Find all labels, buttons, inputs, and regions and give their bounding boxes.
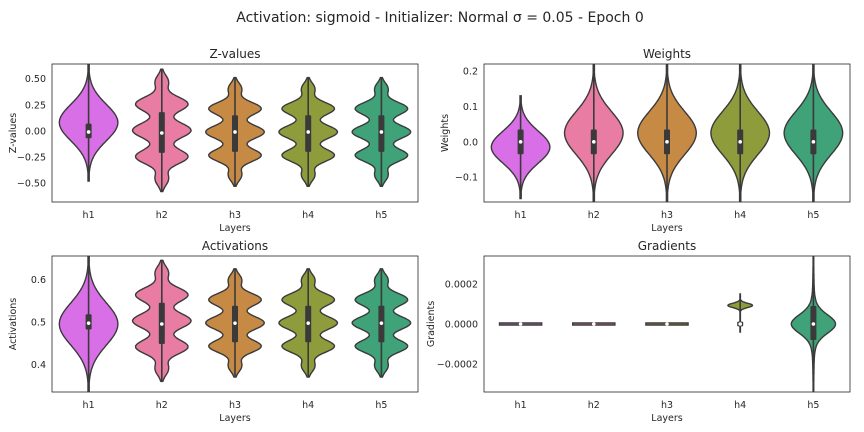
median-dot-h4 xyxy=(738,322,742,326)
y-tick-label: 0.50 xyxy=(25,74,46,85)
y-tick-label: 0.1 xyxy=(463,102,478,113)
y-tick-label: 0.4 xyxy=(31,360,46,371)
x-tick-label: h2 xyxy=(156,400,168,411)
x-tick-label: h1 xyxy=(83,210,95,221)
panel-activations: Activations 0.4 0.5 0.6 Activations h1 h2 h3 h4 h… xyxy=(8,239,419,424)
violins xyxy=(490,64,844,202)
panel-z-values: Z-values −0.50 −0.25 0.00 0.25 0.50 Z-values h1… xyxy=(8,47,419,234)
x-tick-label: h1 xyxy=(515,400,527,411)
y-axis-label: Z-values xyxy=(8,113,19,153)
median-dot-h1 xyxy=(518,322,523,326)
x-tick-label: h4 xyxy=(302,210,314,221)
median-dot-h2 xyxy=(160,322,164,326)
x-axis-label: Layers xyxy=(219,413,250,424)
panel-weights: Weights −0.1 0.0 0.1 0.2 Weights h1 h2 h3 h4 h5 Lay… xyxy=(440,47,851,234)
x-tick-label: h3 xyxy=(229,210,241,221)
y-axis-label: Activations xyxy=(8,298,19,351)
x-axis-label: Layers xyxy=(651,413,682,424)
median-dot-h3 xyxy=(665,140,669,144)
y-tick-label: 0.25 xyxy=(25,100,46,111)
median-dot-h3 xyxy=(233,321,237,325)
panel-title: Weights xyxy=(643,47,691,61)
y-tick-label: −0.1 xyxy=(455,173,478,184)
panel-title: Activations xyxy=(202,239,268,253)
y-tick-label: 0.2 xyxy=(463,67,478,78)
y-tick-label: 0.0 xyxy=(463,137,478,148)
x-tick-label: h4 xyxy=(734,210,746,221)
y-tick-label: 0.0000 xyxy=(445,320,478,331)
axes-frame xyxy=(483,255,851,393)
median-dot-h5 xyxy=(811,322,816,326)
violins xyxy=(58,256,412,392)
x-tick-label: h3 xyxy=(229,400,241,411)
figure-title: Activation: sigmoid - Initializer: Norma… xyxy=(236,10,643,26)
panel-title: Gradients xyxy=(638,239,696,253)
median-dot-h3 xyxy=(665,322,669,326)
median-dot-h2 xyxy=(160,131,164,135)
y-tick-label: −0.50 xyxy=(17,179,46,190)
y-tick-label: 0.0002 xyxy=(445,280,478,291)
median-dot-h1 xyxy=(518,140,523,144)
x-tick-label: h4 xyxy=(734,400,746,411)
x-tick-label: h3 xyxy=(661,400,673,411)
median-dot-h3 xyxy=(233,130,237,134)
panel-title: Z-values xyxy=(209,47,260,61)
median-dot-h1 xyxy=(86,130,91,134)
axes-frame xyxy=(51,63,419,203)
median-dot-h4 xyxy=(738,140,742,144)
x-tick-label: h2 xyxy=(156,210,168,221)
violins xyxy=(58,64,412,193)
median-dot-h1 xyxy=(86,321,91,325)
x-tick-label: h5 xyxy=(375,210,387,221)
x-axis-label: Layers xyxy=(651,223,682,234)
panel-gradients: Gradients −0.0002 0.0000 0.0002 Gradients h1 h… xyxy=(426,239,851,424)
axes-frame xyxy=(51,255,419,393)
violins xyxy=(498,256,837,392)
y-tick-label: 0.6 xyxy=(31,275,46,286)
median-dot-h5 xyxy=(811,140,816,144)
median-dot-h4 xyxy=(306,130,311,134)
x-tick-label: h5 xyxy=(807,400,819,411)
x-axis-label: Layers xyxy=(219,223,250,234)
x-tick-label: h4 xyxy=(302,400,314,411)
x-tick-label: h5 xyxy=(807,210,819,221)
x-tick-label: h1 xyxy=(515,210,527,221)
y-axis-label: Weights xyxy=(440,114,451,152)
y-tick-label: 0.00 xyxy=(25,126,46,137)
median-dot-h5 xyxy=(379,130,384,134)
x-tick-label: h2 xyxy=(588,400,600,411)
y-tick-label: −0.25 xyxy=(17,153,46,164)
y-tick-label: 0.5 xyxy=(31,317,46,328)
y-tick-label: −0.0002 xyxy=(437,360,478,371)
median-dot-h2 xyxy=(592,322,596,326)
median-dot-h5 xyxy=(379,321,384,325)
x-tick-label: h1 xyxy=(83,400,95,411)
x-tick-label: h2 xyxy=(588,210,600,221)
x-tick-label: h3 xyxy=(661,210,673,221)
x-tick-label: h5 xyxy=(375,400,387,411)
median-dot-h4 xyxy=(306,321,311,325)
y-axis-label: Gradients xyxy=(426,301,437,347)
median-dot-h2 xyxy=(592,140,596,144)
